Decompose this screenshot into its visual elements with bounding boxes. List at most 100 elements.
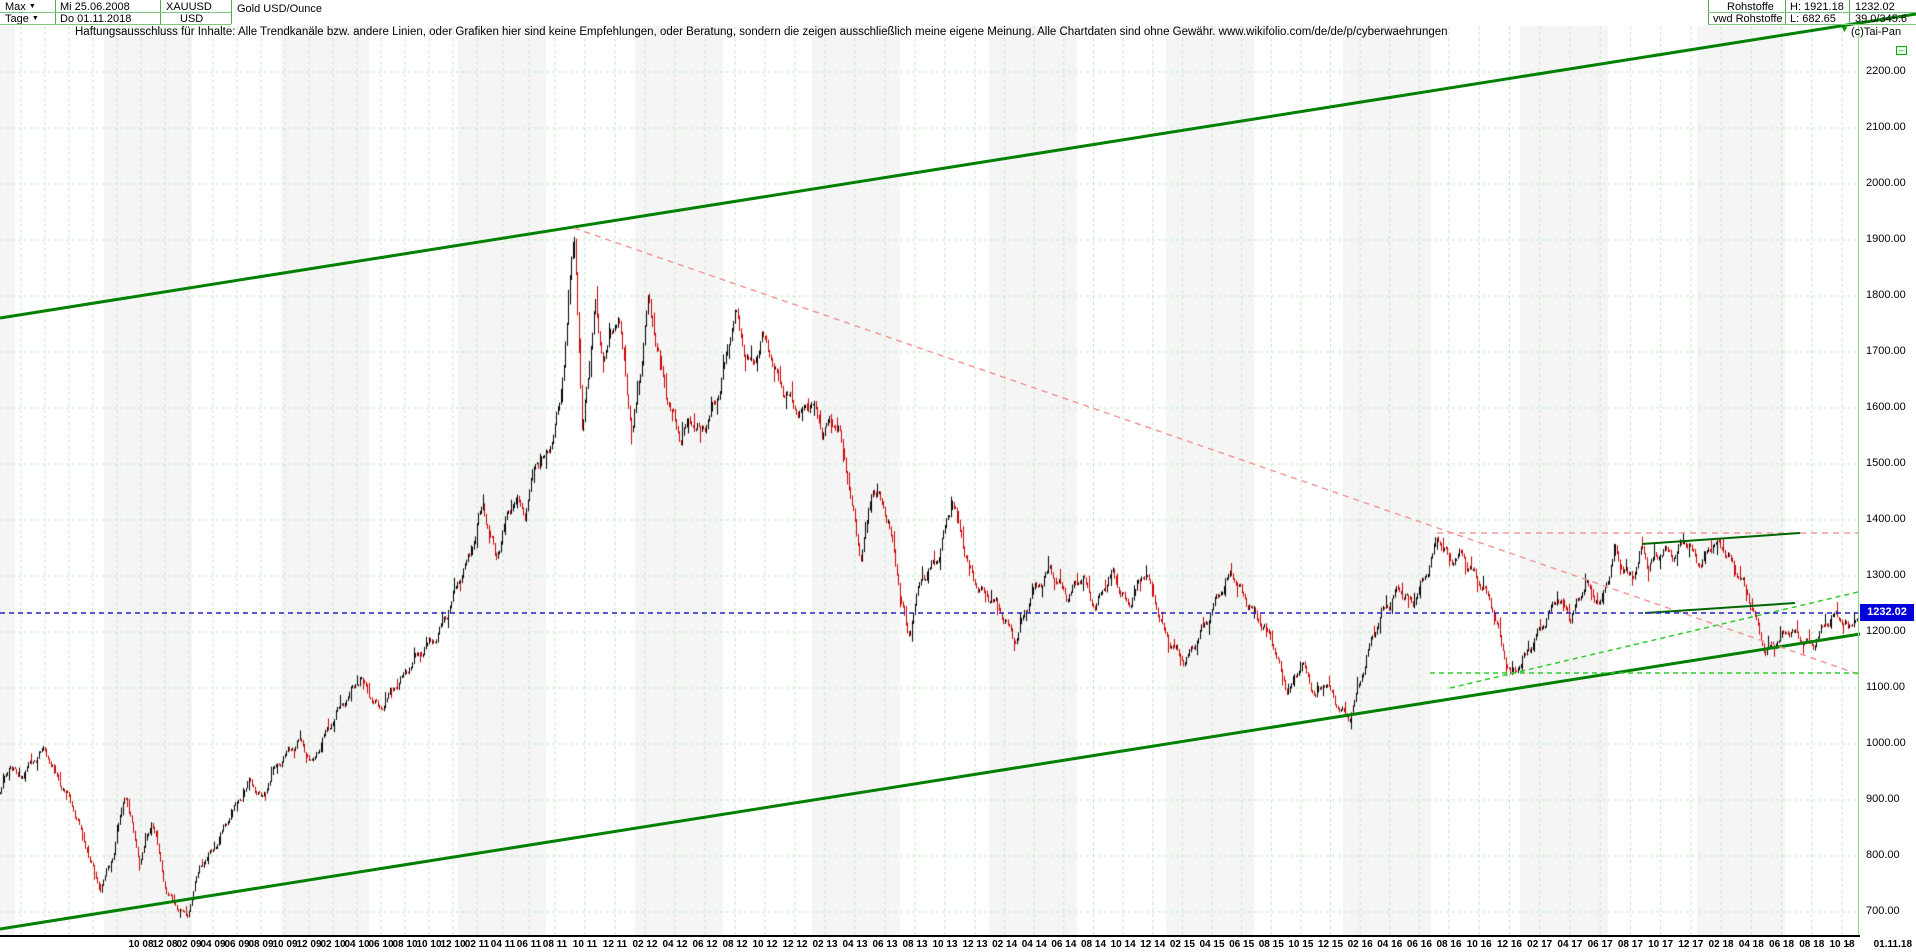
y-axis-tick-label: 1500.00 <box>1866 457 1906 469</box>
x-axis-tick-label: 08 16 <box>1436 939 1462 950</box>
quote-category: Rohstoffe <box>1727 1 1774 13</box>
candlestick-series <box>0 0 1858 952</box>
x-axis-tick-label: 06 17 <box>1587 939 1613 950</box>
y-axis-tick-label: 1100.00 <box>1866 681 1905 693</box>
header-divider <box>0 24 231 25</box>
header-divider <box>1708 24 1916 25</box>
x-axis-tick-label: 08 09 <box>248 939 274 950</box>
header-divider <box>1708 12 1916 13</box>
x-axis-tick-label: 12 13 <box>962 939 988 950</box>
x-axis-tick-label: 12 08 <box>152 939 178 950</box>
x-axis-tick-label: 06 15 <box>1229 939 1255 950</box>
copyright-label: (c)Tai-Pan <box>1851 26 1902 38</box>
x-axis-tick-label: 08 15 <box>1258 939 1284 950</box>
x-axis-tick-label: 12 16 <box>1496 939 1522 950</box>
x-axis-tick-label: 10 17 <box>1648 939 1674 950</box>
x-axis-tick-label: 02 15 <box>1169 939 1195 950</box>
minor-resistance-current-line[interactable] <box>1644 602 1796 614</box>
x-axis-tick-label: 02 14 <box>992 939 1018 950</box>
chevron-down-icon: ▼ <box>31 15 39 22</box>
y-axis-tick-label: 1400.00 <box>1866 513 1906 525</box>
date-from-field[interactable]: Mi 25.06.2008 <box>60 1 130 13</box>
x-axis-tick-label: 08 17 <box>1617 939 1643 950</box>
x-axis-tick-label: 04 17 <box>1557 939 1583 950</box>
current-price-marker: 1232.02 <box>1860 604 1914 621</box>
x-axis-tick-label: 04 11 <box>490 939 516 950</box>
x-axis-tick-label: 02 17 <box>1527 939 1553 950</box>
x-axis-tick-label: 04 09 <box>200 939 226 950</box>
collapse-chart-button[interactable]: – <box>1896 46 1907 55</box>
currency-label: USD <box>180 13 204 25</box>
quote-range-info: 39.0/345.6 <box>1855 13 1907 25</box>
x-axis-tick-label: 08 10 <box>392 939 418 950</box>
x-axis-tick-label: 10 09 <box>272 939 298 950</box>
minor-resistance-2018-line[interactable] <box>1641 532 1801 545</box>
header-separator <box>231 0 232 24</box>
x-axis-tick-label: 12 11 <box>602 939 628 950</box>
y-axis-tick-label: 1300.00 <box>1866 569 1906 581</box>
chevron-down-icon: ▼ <box>28 3 36 10</box>
y-axis-tick-label: 1800.00 <box>1866 289 1906 301</box>
header-divider <box>0 12 231 13</box>
x-axis-tick-label: 08 12 <box>722 939 748 950</box>
x-axis-tick-label: 12 12 <box>782 939 808 950</box>
x-axis-tick-label: 06 12 <box>692 939 718 950</box>
y-axis-tick-label: 800.00 <box>1866 849 1900 861</box>
y-axis-tick-label: 2100.00 <box>1866 121 1906 133</box>
x-axis-end-date: 01.11.18 <box>1873 939 1912 950</box>
x-axis-tick-label: 06 16 <box>1406 939 1432 950</box>
y-axis-tick-label: 700.00 <box>1866 905 1900 917</box>
plot-right-border <box>1858 26 1859 936</box>
y-axis-tick-label: 1200.00 <box>1866 625 1906 637</box>
trendline-end-marker-icon: ▼ <box>1840 24 1849 34</box>
y-axis-tick-label: 1600.00 <box>1866 401 1906 413</box>
downtrend-2011-line[interactable] <box>573 227 1859 675</box>
x-axis-tick-label: 12 14 <box>1140 939 1166 950</box>
x-axis-tick-label: 10 12 <box>752 939 778 950</box>
x-axis-tick-label: 06 13 <box>872 939 898 950</box>
x-axis-tick-label: 10 15 <box>1288 939 1314 950</box>
x-axis-tick-label: 10 14 <box>1110 939 1136 950</box>
x-axis-tick-label: 04 18 <box>1738 939 1764 950</box>
x-axis-tick-label: 02 09 <box>176 939 202 950</box>
quote-low: L: 682.65 <box>1790 13 1836 25</box>
x-axis-tick-label: 08 13 <box>902 939 928 950</box>
x-axis-tick-label: 04 14 <box>1021 939 1047 950</box>
x-axis-tick-label: 08 18 <box>1799 939 1825 950</box>
range-dropdown[interactable]: Max ▼ <box>5 1 36 13</box>
interval-dropdown[interactable]: Tage ▼ <box>5 13 39 25</box>
x-axis-tick-label: 04 10 <box>344 939 370 950</box>
support-diagonal-line[interactable] <box>1449 591 1859 689</box>
x-axis-line <box>0 935 1860 937</box>
x-axis-tick-label: 02 13 <box>812 939 838 950</box>
upper-channel-line[interactable] <box>0 12 1916 320</box>
x-axis-tick-label: 10 13 <box>932 939 958 950</box>
x-axis-tick-label: 12 17 <box>1678 939 1704 950</box>
instrument-name: Gold USD/Ounce <box>237 3 322 15</box>
x-axis-tick-label: 04 15 <box>1199 939 1225 950</box>
symbol-label: XAUUSD <box>166 1 212 13</box>
date-to-field[interactable]: Do 01.11.2018 <box>60 13 132 25</box>
quote-feed: vwd Rohstoffe <box>1713 13 1783 25</box>
x-axis-tick-label: 10 16 <box>1466 939 1492 950</box>
x-axis-tick-label: 02 11 <box>464 939 490 950</box>
x-axis-dash: - <box>1846 939 1850 950</box>
y-axis-tick-label: 1700.00 <box>1866 345 1906 357</box>
quote-high: H: 1921.18 <box>1790 1 1844 13</box>
x-axis-tick-label: 06 09 <box>224 939 250 950</box>
x-axis-tick-label: 02 18 <box>1708 939 1734 950</box>
y-axis-tick-label: 2200.00 <box>1866 65 1906 77</box>
x-axis-tick-label: 04 12 <box>662 939 688 950</box>
x-axis-tick-label: 04 16 <box>1377 939 1403 950</box>
y-axis-tick-label: 1000.00 <box>1866 737 1906 749</box>
x-axis-tick-label: 06 10 <box>368 939 394 950</box>
x-axis-tick-label: 04 13 <box>842 939 868 950</box>
x-axis-tick-label: 06 18 <box>1769 939 1795 950</box>
x-axis-tick-label: 08 11 <box>542 939 568 950</box>
x-axis-tick-label: 10 11 <box>572 939 598 950</box>
x-axis-tick-label: 12 15 <box>1317 939 1344 950</box>
lower-channel-line[interactable] <box>0 632 1861 931</box>
x-axis-tick-label: 06 11 <box>516 939 542 950</box>
